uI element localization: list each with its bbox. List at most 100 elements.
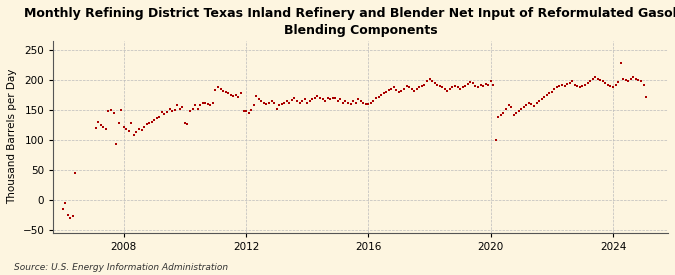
Point (564, 81, 575, 85)
Point (111, 142, 122, 146)
Point (294, 100, 305, 105)
Point (238, 109, 249, 113)
Point (355, 98, 366, 103)
Point (618, 76, 628, 81)
Point (360, 101, 371, 106)
Point (116, 108, 127, 112)
Point (529, 103, 539, 108)
Point (157, 110, 167, 114)
Point (90, 125, 101, 130)
Point (437, 85, 448, 89)
Point (557, 82, 568, 87)
Point (57, 206, 68, 211)
Point (465, 80, 476, 84)
Point (248, 103, 259, 107)
Point (600, 81, 611, 85)
Point (345, 101, 356, 106)
Point (521, 103, 532, 107)
Point (363, 101, 374, 106)
Y-axis label: Thousand Barrels per Day: Thousand Barrels per Day (7, 69, 17, 204)
Point (233, 94, 244, 99)
Point (174, 106, 185, 111)
Point (416, 84, 427, 88)
Point (126, 121, 137, 125)
Point (276, 101, 287, 106)
Point (95, 123, 106, 127)
Point (108, 111, 119, 115)
Point (98, 124, 109, 129)
Point (68, 214, 78, 219)
Point (243, 111, 254, 115)
Point (210, 88, 221, 92)
Point (192, 106, 203, 111)
Point (518, 104, 529, 109)
Point (447, 85, 458, 89)
Point (593, 76, 603, 81)
Point (146, 120, 157, 124)
Point (572, 84, 583, 88)
Point (259, 100, 269, 105)
Point (167, 109, 178, 113)
Point (534, 98, 545, 103)
Point (343, 100, 354, 105)
Point (322, 96, 333, 100)
Point (633, 78, 644, 82)
Point (394, 90, 404, 94)
Point (422, 79, 433, 83)
Point (491, 138, 502, 142)
Point (134, 127, 144, 131)
Point (562, 82, 572, 86)
Title: Monthly Refining District Texas Inland Refinery and Blender Net Input of Reformu: Monthly Refining District Texas Inland R… (24, 7, 675, 37)
Point (597, 79, 608, 83)
Point (409, 88, 420, 93)
Point (498, 111, 509, 115)
Point (432, 82, 443, 87)
Point (472, 85, 483, 89)
Point (549, 87, 560, 91)
Point (154, 115, 165, 119)
Point (368, 98, 379, 103)
Point (220, 90, 231, 94)
Point (335, 97, 346, 101)
Point (228, 94, 239, 98)
Point (411, 87, 422, 91)
Point (488, 82, 499, 87)
Point (236, 91, 246, 95)
Point (615, 61, 626, 65)
Point (302, 100, 313, 105)
Point (513, 109, 524, 113)
Point (190, 103, 200, 107)
Point (281, 98, 292, 103)
Point (462, 82, 473, 86)
Point (605, 84, 616, 88)
Point (164, 106, 175, 111)
Point (485, 79, 496, 83)
Point (424, 76, 435, 81)
Point (266, 98, 277, 103)
Point (457, 85, 468, 89)
Point (587, 76, 598, 81)
Point (388, 85, 399, 89)
Point (638, 82, 649, 87)
Point (610, 82, 621, 87)
Point (636, 79, 647, 83)
Point (508, 112, 519, 117)
Point (577, 84, 588, 88)
Point (506, 104, 516, 109)
Point (480, 82, 491, 86)
Point (452, 85, 463, 89)
Point (582, 81, 593, 85)
Point (230, 93, 241, 97)
Point (623, 79, 634, 83)
Point (376, 93, 387, 97)
Point (475, 82, 486, 87)
Point (317, 97, 328, 101)
Point (195, 103, 206, 107)
Point (630, 76, 641, 81)
Point (59, 200, 70, 205)
Point (103, 109, 114, 113)
Point (264, 100, 275, 105)
Point (470, 84, 481, 88)
Point (121, 127, 132, 131)
Point (286, 97, 297, 102)
